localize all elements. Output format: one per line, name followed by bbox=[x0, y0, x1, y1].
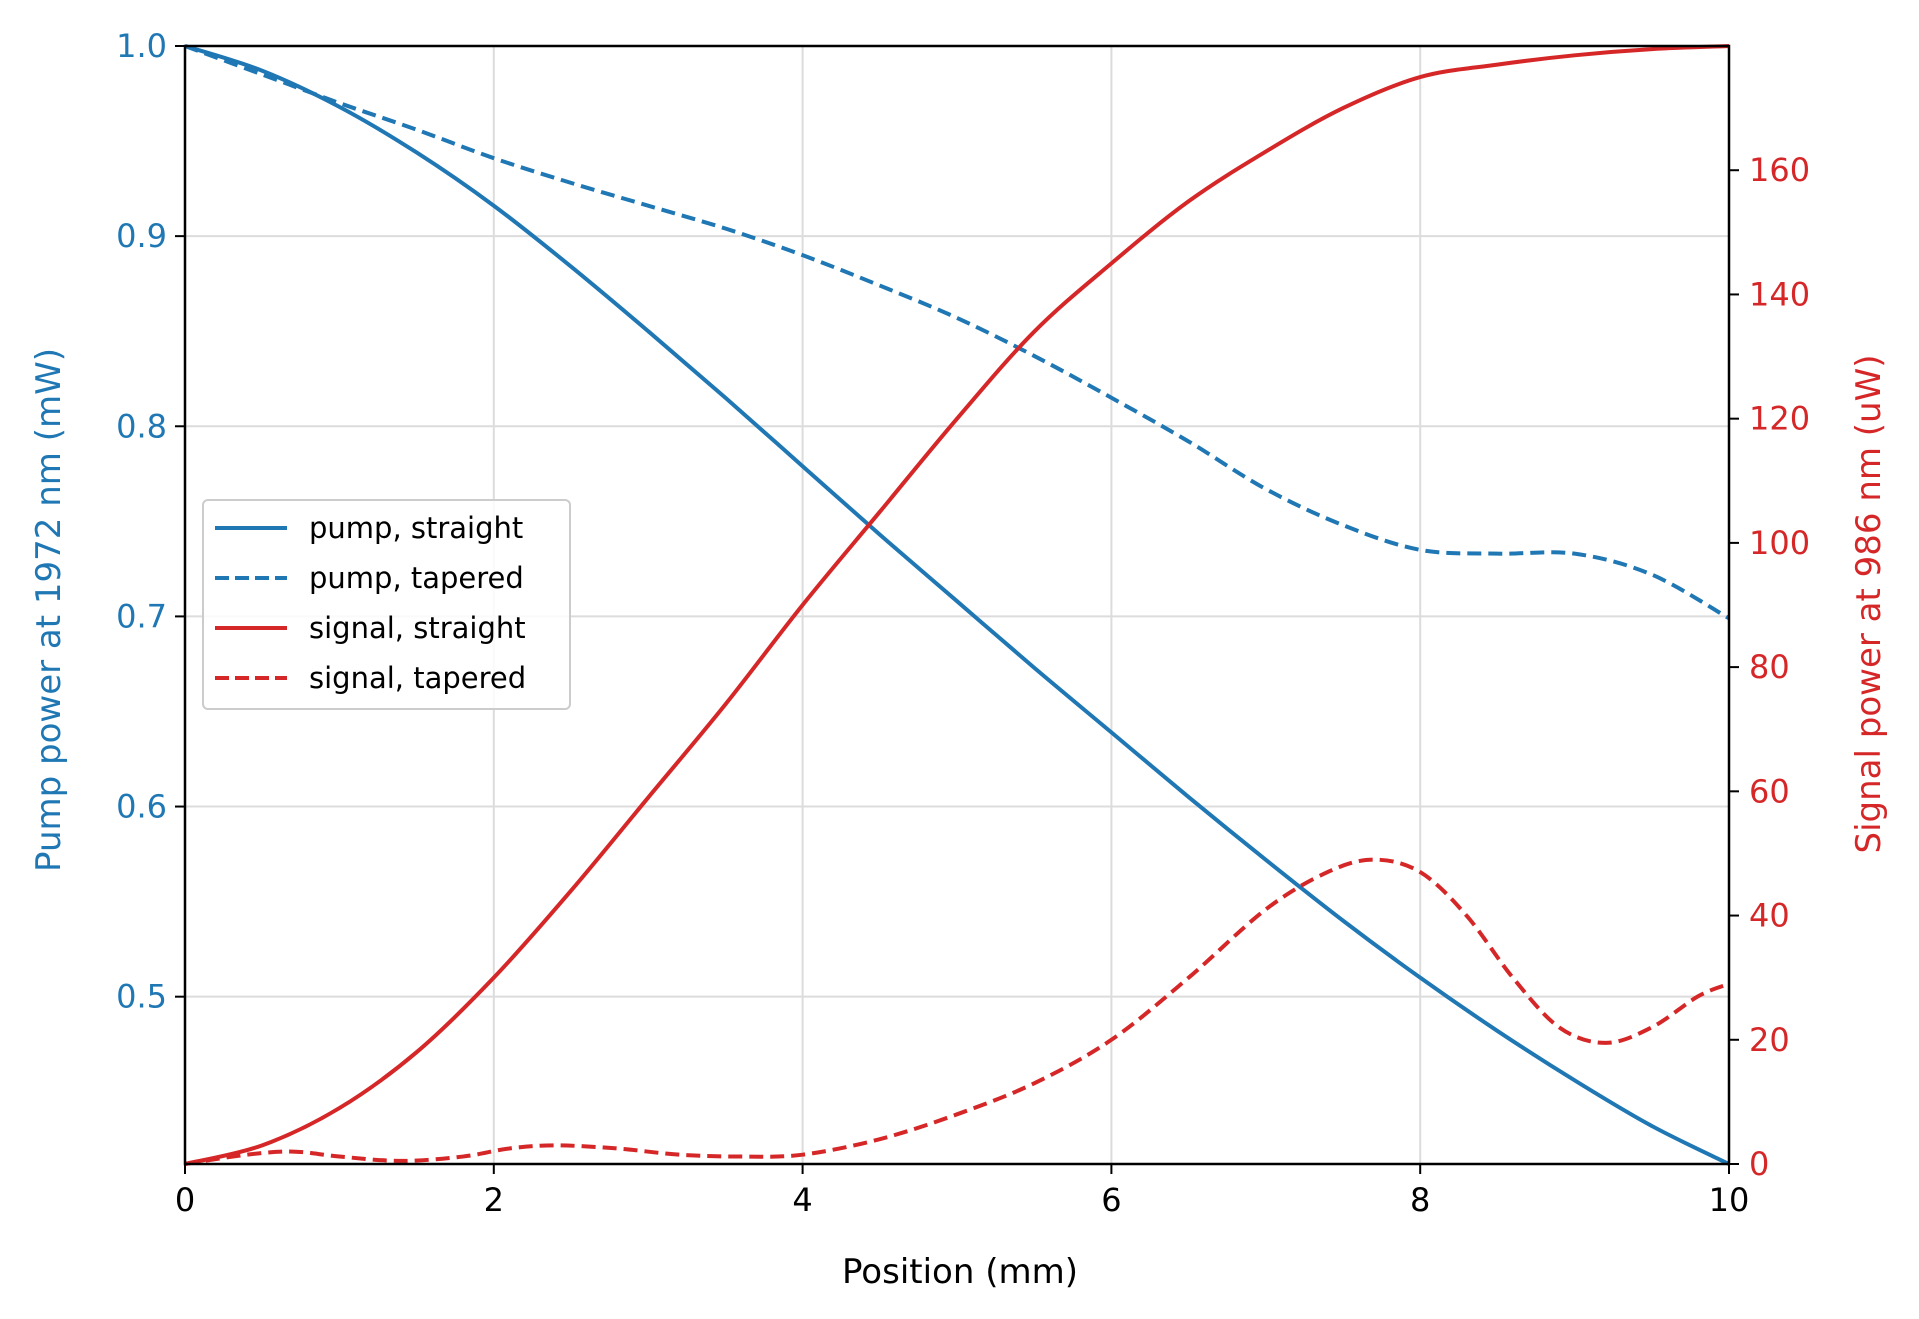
x-tick-label: 8 bbox=[1410, 1181, 1430, 1219]
legend-label-signal-straight: signal, straight bbox=[309, 611, 526, 645]
y-right-tick-label: 80 bbox=[1749, 648, 1790, 686]
y-left-tick-label: 0.9 bbox=[116, 217, 167, 255]
legend-label-pump-tapered: pump, tapered bbox=[309, 561, 524, 595]
y-left-tick-label: 0.7 bbox=[116, 597, 167, 635]
y-right-tick-label: 20 bbox=[1749, 1021, 1790, 1059]
y-axis-right-label: Signal power at 986 nm (uW) bbox=[1849, 355, 1889, 854]
y-left-tick-label: 0.8 bbox=[116, 407, 167, 445]
x-tick-label: 4 bbox=[792, 1181, 812, 1219]
series-line-signal-straight bbox=[184, 44, 1730, 1166]
y-left-tick-label: 0.5 bbox=[116, 978, 167, 1016]
x-tick-label: 6 bbox=[1101, 1181, 1121, 1219]
x-axis-label: Position (mm) bbox=[842, 1252, 1078, 1292]
y-right-tick-label: 100 bbox=[1749, 524, 1810, 562]
x-axis: 0 2 4 6 8 10 bbox=[175, 1164, 1750, 1219]
y-right-tick-label: 0 bbox=[1749, 1145, 1769, 1183]
legend: pump, straight pump, tapered signal, str… bbox=[202, 499, 571, 710]
series-line-pump-straight bbox=[184, 44, 1730, 1166]
y-left-tick-label: 1.0 bbox=[116, 27, 167, 65]
x-tick-label: 0 bbox=[175, 1181, 195, 1219]
legend-label-signal-tapered: signal, tapered bbox=[309, 661, 526, 695]
x-tick-label: 10 bbox=[1709, 1181, 1750, 1219]
y-right-tick-label: 140 bbox=[1749, 275, 1810, 313]
plot-frame bbox=[183, 44, 1731, 1166]
y-right-tick-label: 120 bbox=[1749, 400, 1810, 438]
plot-lines bbox=[184, 44, 1730, 1166]
series-line-signal-tapered bbox=[184, 857, 1730, 1166]
y-axis-left-label: Pump power at 1972 nm (mW) bbox=[29, 348, 69, 872]
y-right-tick-label: 60 bbox=[1749, 772, 1790, 810]
y-axis-left: 0.5 0.6 0.7 0.8 0.9 1.0 bbox=[116, 27, 185, 1016]
series-line-pump-tapered bbox=[184, 44, 1730, 621]
legend-box bbox=[202, 499, 571, 710]
legend-label-pump-straight: pump, straight bbox=[309, 511, 523, 545]
y-left-tick-label: 0.6 bbox=[116, 788, 167, 826]
y-axis-right: 0 20 40 60 80 100 120 140 160 bbox=[1729, 151, 1810, 1183]
x-tick-label: 2 bbox=[484, 1181, 504, 1219]
y-right-tick-label: 40 bbox=[1749, 897, 1790, 935]
y-right-tick-label: 160 bbox=[1749, 151, 1810, 189]
